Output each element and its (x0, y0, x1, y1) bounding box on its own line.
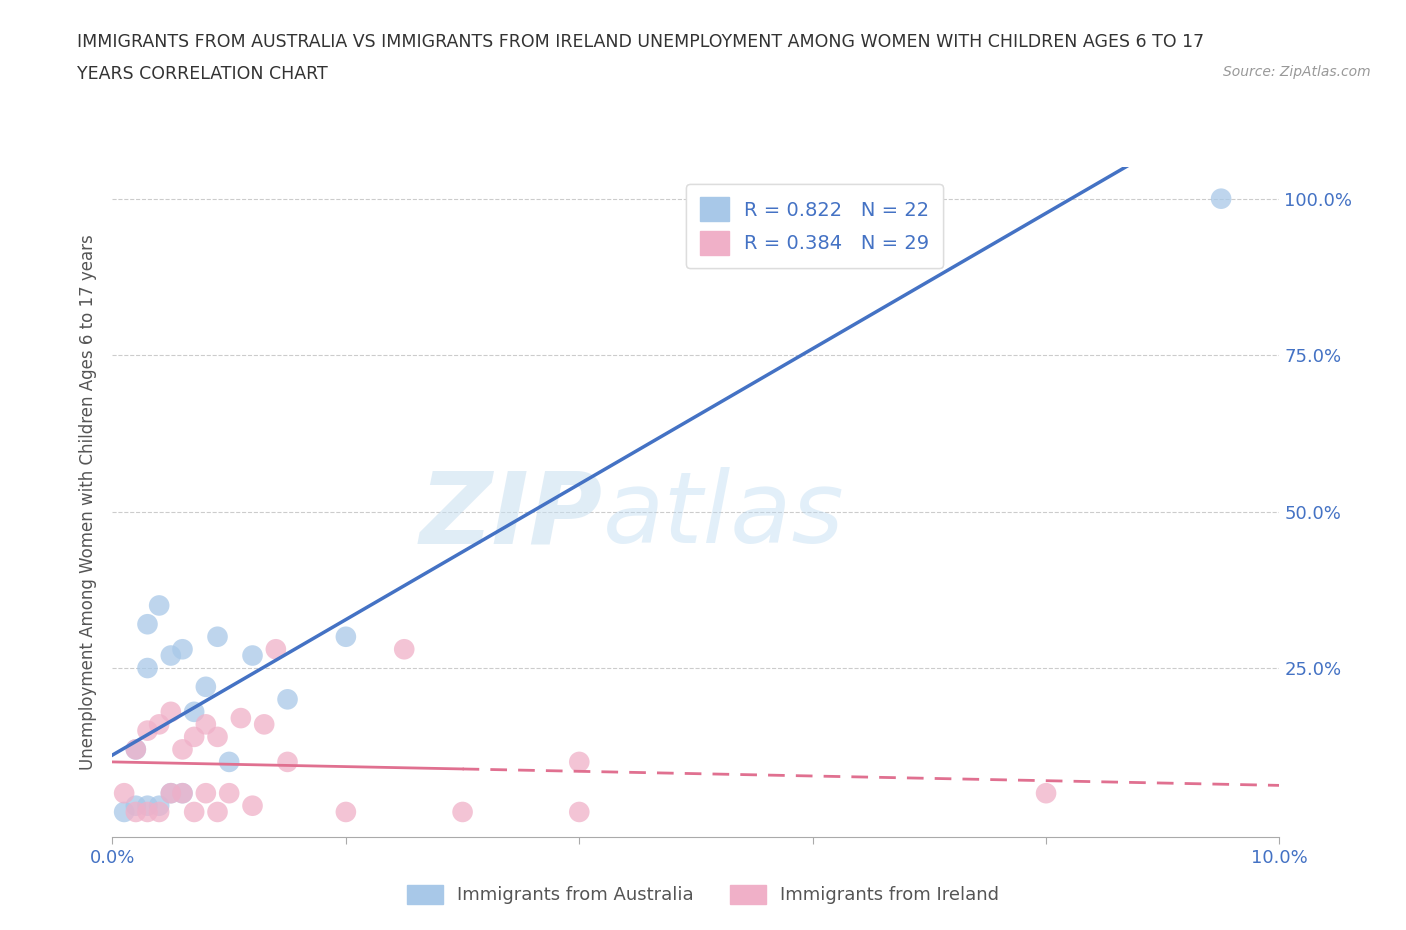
Text: YEARS CORRELATION CHART: YEARS CORRELATION CHART (77, 65, 328, 83)
Point (1035, 786, 1057, 801)
Text: atlas: atlas (603, 467, 844, 565)
Point (451, 804, 474, 819)
Point (801, 235, 824, 250)
Point (207, 630, 229, 644)
Point (264, 642, 287, 657)
Point (229, 711, 252, 725)
Point (112, 804, 135, 819)
Point (172, 642, 194, 657)
Point (125, 798, 148, 813)
Point (194, 717, 217, 732)
Point (160, 786, 183, 801)
Point (148, 798, 170, 813)
Point (136, 617, 159, 631)
Point (335, 804, 357, 819)
Point (183, 704, 205, 719)
Point (160, 648, 183, 663)
Point (276, 692, 298, 707)
Point (148, 804, 170, 819)
Legend: R = 0.822   N = 22, R = 0.384   N = 29: R = 0.822 N = 22, R = 0.384 N = 29 (686, 184, 943, 268)
Text: Source: ZipAtlas.com: Source: ZipAtlas.com (1223, 65, 1371, 79)
Point (172, 742, 194, 757)
Point (160, 704, 183, 719)
Point (335, 630, 357, 644)
Point (148, 598, 170, 613)
Point (136, 724, 159, 738)
Point (136, 798, 159, 813)
Point (172, 786, 194, 801)
Point (172, 786, 194, 801)
Point (1209, 192, 1232, 206)
Point (160, 786, 183, 801)
Point (242, 648, 264, 663)
Point (218, 786, 240, 801)
Point (194, 786, 217, 801)
Text: IMMIGRANTS FROM AUSTRALIA VS IMMIGRANTS FROM IRELAND UNEMPLOYMENT AMONG WOMEN WI: IMMIGRANTS FROM AUSTRALIA VS IMMIGRANTS … (77, 33, 1205, 50)
Point (125, 742, 148, 757)
Y-axis label: Unemployment Among Women with Children Ages 6 to 17 years: Unemployment Among Women with Children A… (79, 234, 97, 770)
Point (392, 642, 416, 657)
Point (568, 754, 591, 769)
Point (125, 804, 148, 819)
Legend: Immigrants from Australia, Immigrants from Ireland: Immigrants from Australia, Immigrants fr… (399, 878, 1007, 911)
Point (207, 804, 229, 819)
Point (568, 804, 591, 819)
Text: ZIP: ZIP (419, 467, 603, 565)
Point (183, 804, 205, 819)
Point (183, 729, 205, 744)
Point (253, 717, 276, 732)
Point (276, 754, 298, 769)
Point (148, 717, 170, 732)
Point (207, 729, 229, 744)
Point (194, 680, 217, 695)
Point (136, 804, 159, 819)
Point (242, 798, 264, 813)
Point (136, 660, 159, 675)
Point (218, 754, 240, 769)
Point (918, 235, 941, 250)
Point (112, 786, 135, 801)
Point (125, 742, 148, 757)
